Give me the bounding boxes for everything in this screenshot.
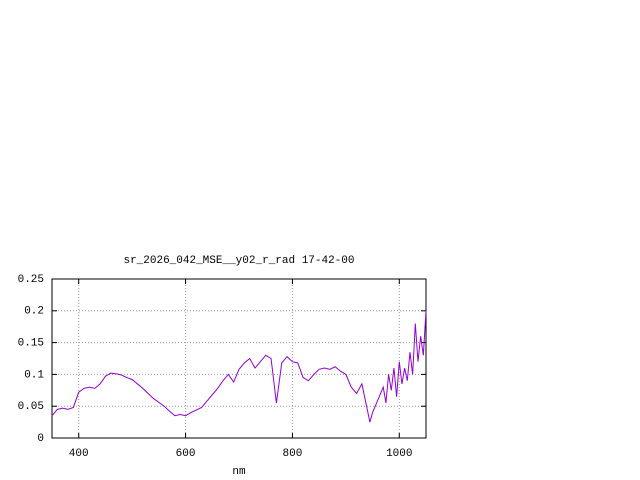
y-tick-label: 0.2 <box>24 306 44 318</box>
x-tick-label: 600 <box>176 448 196 460</box>
data-line <box>51 310 427 423</box>
y-tick-label: 0.25 <box>18 274 44 286</box>
x-tick-label: 400 <box>69 448 89 460</box>
y-tick-label: 0.05 <box>18 401 44 413</box>
chart-title: sr_2026_042_MSE__y02_r_rad 17-42-00 <box>123 255 354 267</box>
y-tick-label: 0.1 <box>24 369 44 381</box>
y-tick-label: 0 <box>37 433 44 445</box>
x-tick-label: 800 <box>283 448 303 460</box>
x-axis-label: nm <box>232 466 246 478</box>
x-tick-label: 1000 <box>386 448 412 460</box>
y-tick-label: 0.15 <box>18 338 44 350</box>
plot-frame <box>51 278 427 439</box>
